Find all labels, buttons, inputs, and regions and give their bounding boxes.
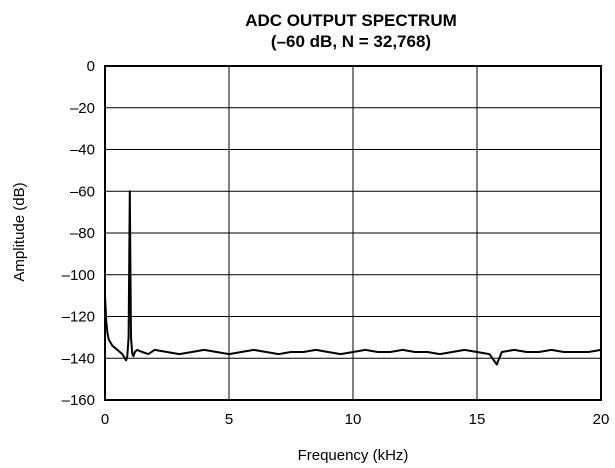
x-tick-label-1: 5	[225, 411, 233, 428]
series-layer	[104, 190, 602, 366]
chart-title: ADC OUTPUT SPECTRUM	[245, 11, 457, 30]
y-tick-label-7: –140	[62, 350, 95, 367]
y-tick-label-4: –80	[70, 225, 95, 242]
x-tick-label-4: 20	[593, 411, 610, 428]
y-tick-labels: 0 –20 –40 –60 –80 –100 –120 –140 –160	[62, 58, 95, 409]
y-tick-label-1: –20	[70, 100, 95, 117]
series-line-0	[104, 190, 602, 366]
x-tick-labels: 0 5 10 15 20	[101, 411, 610, 428]
y-tick-label-8: –160	[62, 392, 95, 409]
x-axis-title: Frequency (kHz)	[298, 447, 409, 464]
y-tick-label-3: –60	[70, 183, 95, 200]
y-tick-label-2: –40	[70, 142, 95, 159]
grid-lines	[104, 65, 602, 401]
x-tick-label-0: 0	[101, 411, 109, 428]
y-tick-label-6: –120	[62, 309, 95, 326]
y-tick-label-5: –100	[62, 267, 95, 284]
plot-frame	[104, 65, 602, 401]
x-tick-label-3: 15	[469, 411, 486, 428]
chart-subtitle: (–60 dB, N = 32,768)	[271, 32, 431, 51]
x-tick-label-2: 10	[345, 411, 362, 428]
y-axis-title: Amplitude (dB)	[11, 182, 28, 281]
y-tick-label-0: 0	[87, 58, 95, 75]
